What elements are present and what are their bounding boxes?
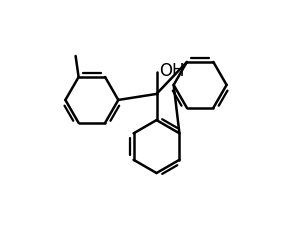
Text: OH: OH	[159, 62, 185, 80]
